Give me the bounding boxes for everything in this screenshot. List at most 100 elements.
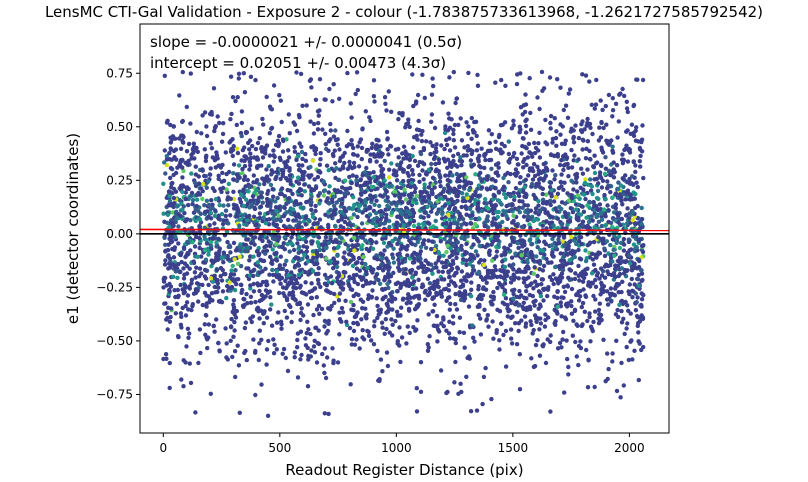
data-point xyxy=(563,302,569,307)
data-point xyxy=(323,97,328,102)
data-point xyxy=(193,218,198,224)
data-point xyxy=(209,146,215,151)
data-point xyxy=(555,346,561,351)
data-point xyxy=(212,221,217,226)
data-point xyxy=(621,177,626,182)
data-point xyxy=(187,361,192,366)
data-point xyxy=(453,271,458,276)
data-point xyxy=(316,281,321,286)
data-point xyxy=(380,167,386,172)
data-point xyxy=(265,211,270,216)
data-point xyxy=(400,151,405,156)
data-point xyxy=(259,163,264,168)
data-point xyxy=(449,197,454,202)
data-point xyxy=(401,296,406,301)
data-point xyxy=(219,189,224,195)
data-point xyxy=(212,284,217,290)
data-point xyxy=(590,131,595,137)
data-point xyxy=(327,201,332,206)
data-point xyxy=(552,116,557,121)
data-point xyxy=(296,181,302,186)
data-point xyxy=(445,189,450,194)
data-point xyxy=(527,168,533,173)
data-point xyxy=(420,128,425,134)
data-point xyxy=(553,264,558,270)
data-point xyxy=(639,302,644,308)
data-point xyxy=(182,272,187,277)
data-point xyxy=(354,238,360,243)
data-point xyxy=(537,130,542,135)
data-point xyxy=(578,339,583,344)
data-point xyxy=(266,239,271,244)
data-point xyxy=(401,168,406,173)
data-point xyxy=(541,161,546,167)
data-point xyxy=(407,294,412,300)
data-point xyxy=(610,195,615,200)
data-point xyxy=(212,329,217,334)
data-point xyxy=(513,173,519,178)
data-point xyxy=(257,215,262,221)
data-point xyxy=(390,255,396,260)
data-point xyxy=(311,144,316,149)
data-point xyxy=(197,274,202,279)
data-point xyxy=(438,184,443,189)
data-point xyxy=(503,269,508,274)
data-point xyxy=(242,325,248,331)
data-point xyxy=(206,322,211,327)
data-point xyxy=(239,192,244,197)
data-point xyxy=(199,131,204,136)
data-point xyxy=(384,263,389,268)
data-point xyxy=(578,185,583,190)
data-point xyxy=(387,330,392,335)
data-point xyxy=(385,137,390,142)
data-point xyxy=(231,298,237,303)
data-point xyxy=(228,338,233,343)
data-point xyxy=(494,328,499,333)
data-point xyxy=(292,296,297,302)
data-point xyxy=(380,369,385,374)
data-point xyxy=(292,350,298,355)
data-point xyxy=(483,157,488,163)
data-point xyxy=(207,223,212,228)
data-point xyxy=(414,409,420,414)
data-point xyxy=(311,229,316,235)
data-point xyxy=(624,221,630,226)
data-point xyxy=(555,226,561,231)
data-point xyxy=(343,298,348,303)
data-point xyxy=(516,276,521,281)
data-point xyxy=(632,221,638,226)
data-point xyxy=(264,177,269,183)
data-point xyxy=(382,331,387,336)
data-point xyxy=(430,190,435,196)
data-point xyxy=(269,258,275,263)
data-point xyxy=(492,264,498,269)
data-point xyxy=(397,325,402,330)
data-point xyxy=(259,292,265,298)
data-point xyxy=(613,312,619,317)
data-point xyxy=(627,216,632,221)
data-point xyxy=(206,202,212,208)
data-point xyxy=(545,337,550,342)
data-point xyxy=(444,328,449,333)
data-point xyxy=(489,242,494,247)
data-point xyxy=(343,258,349,263)
data-point xyxy=(385,195,390,200)
data-point xyxy=(183,219,188,224)
data-point xyxy=(298,310,304,316)
data-point xyxy=(580,171,586,176)
data-point xyxy=(498,274,503,279)
data-point xyxy=(566,174,571,179)
data-point xyxy=(478,165,483,170)
data-point xyxy=(195,288,200,293)
data-point xyxy=(260,176,265,181)
data-point xyxy=(390,322,395,327)
data-point xyxy=(447,136,452,141)
data-point xyxy=(164,317,169,322)
data-point xyxy=(378,221,384,226)
data-point xyxy=(436,160,442,166)
data-point xyxy=(268,182,274,188)
data-point xyxy=(625,303,630,308)
data-point xyxy=(613,266,618,272)
data-point xyxy=(190,197,196,203)
data-point xyxy=(400,200,405,205)
